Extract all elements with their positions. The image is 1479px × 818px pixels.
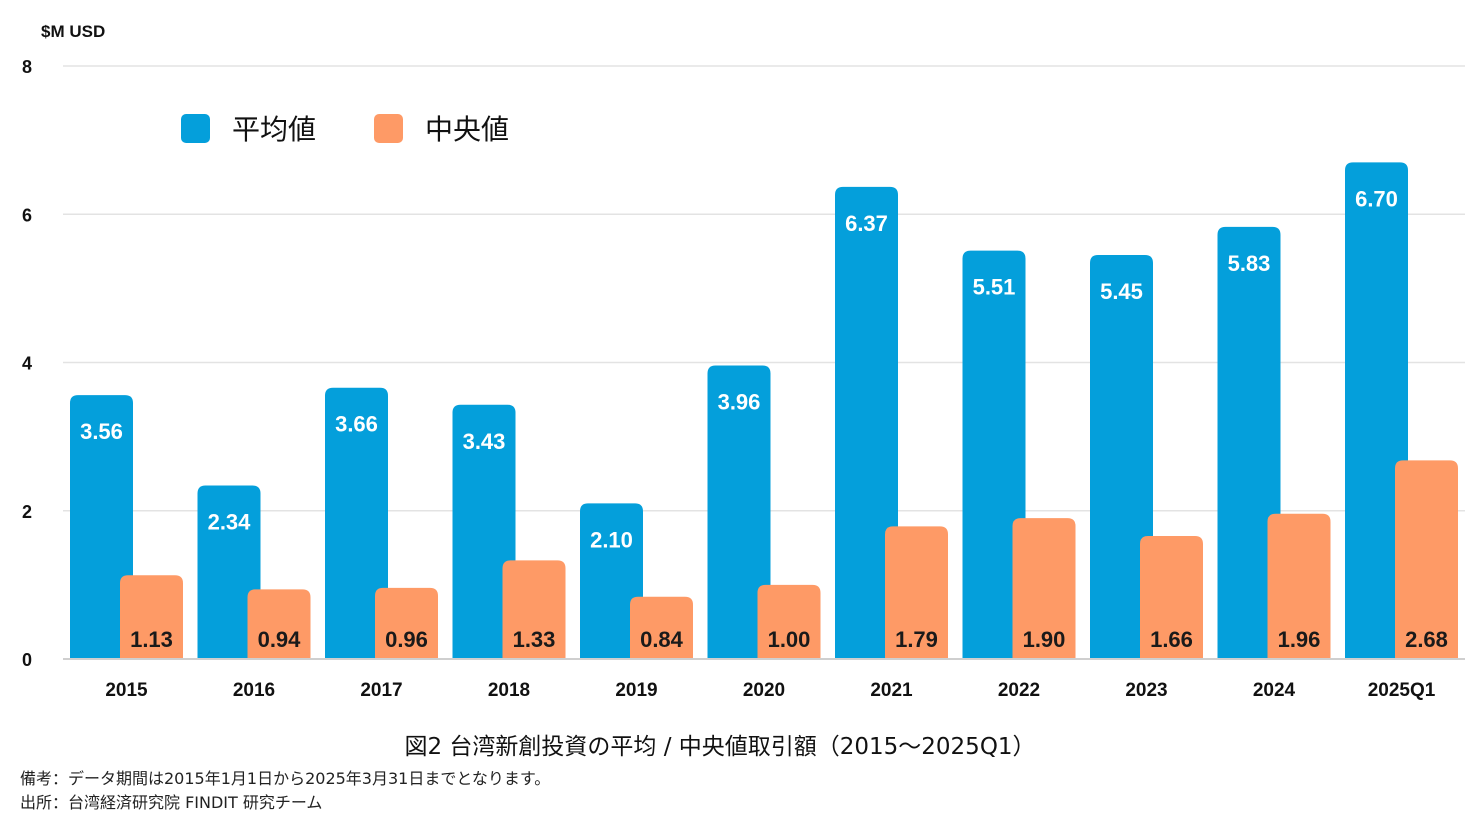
data-label-average: 6.70 [1355, 186, 1398, 211]
bar-median [885, 526, 948, 659]
bar-average [1090, 255, 1153, 660]
legend-label-median: 中央値 [425, 113, 510, 146]
bar-average [1345, 162, 1408, 660]
data-label-median: 1.66 [1150, 627, 1193, 652]
data-label-average: 5.51 [973, 275, 1016, 300]
x-tick-label: 2020 [743, 680, 785, 701]
bar-median [1395, 460, 1458, 659]
bar-median [375, 587, 438, 659]
x-tick-label: 2018 [488, 680, 530, 701]
bar-average [707, 365, 771, 659]
bar-average [962, 250, 1026, 660]
data-label-average: 6.37 [845, 211, 888, 236]
x-tick-label: 2017 [360, 680, 402, 701]
figure-caption: 図2 台湾新創投資の平均 / 中央値取引額（2015～2025Q1） [404, 734, 1036, 760]
data-label-median: 0.84 [640, 627, 684, 652]
legend-label-average: 平均値 [232, 113, 317, 146]
data-label-average: 2.10 [590, 527, 633, 552]
data-label-median: 0.96 [385, 627, 428, 652]
legend-item-average: 平均値 [181, 108, 316, 148]
x-tick-label: 2022 [998, 680, 1040, 701]
data-label-average: 3.96 [718, 389, 761, 414]
data-label-average: 5.45 [1100, 279, 1143, 304]
data-label-average: 5.83 [1228, 251, 1271, 276]
data-label-average: 3.43 [463, 429, 506, 454]
y-tick-label: 8 [22, 57, 32, 77]
y-tick-label: 6 [22, 205, 32, 225]
x-tick-label: 2024 [1253, 680, 1296, 701]
x-tick-label: 2015 [105, 680, 148, 701]
bar-average [452, 404, 516, 659]
legend-item-median: 中央値 [374, 108, 509, 148]
bar-average [70, 395, 133, 659]
bar-median [502, 560, 566, 659]
legend-swatch-median [374, 113, 403, 143]
data-label-average: 3.56 [80, 419, 123, 444]
bar-median [1012, 518, 1076, 659]
bar-average [325, 387, 388, 659]
data-label-median: 1.96 [1278, 627, 1321, 652]
bar-median [120, 575, 183, 659]
data-label-median: 1.33 [513, 627, 556, 652]
x-tick-label: 2023 [1125, 680, 1167, 701]
data-label-average: 3.66 [335, 412, 378, 437]
data-label-average: 2.34 [208, 510, 252, 535]
y-tick-label: 2 [22, 502, 32, 522]
y-tick-label: 0 [22, 650, 32, 670]
bar-average [1217, 226, 1281, 659]
data-label-median: 1.90 [1023, 627, 1066, 652]
bar-median [757, 584, 821, 659]
bar-median [1140, 535, 1203, 659]
data-label-median: 2.68 [1405, 627, 1448, 652]
x-tick-label: 2016 [233, 680, 275, 701]
bar-median [1267, 513, 1331, 659]
y-axis-unit-label: $M USD [41, 22, 106, 41]
bar-average [835, 186, 898, 660]
y-tick-label: 4 [22, 354, 32, 374]
bar-average [580, 503, 643, 659]
legend-swatch-average [181, 113, 210, 143]
data-label-median: 0.94 [258, 627, 302, 652]
x-tick-label: 2025Q1 [1368, 680, 1436, 701]
data-label-median: 1.13 [130, 627, 173, 652]
bar-average [197, 485, 261, 659]
data-label-median: 1.00 [768, 627, 811, 652]
bar-median [247, 589, 311, 659]
bar-median [630, 596, 693, 659]
source-note: 出所：台湾経済研究院 FINDIT 研究チーム [20, 793, 323, 812]
x-tick-label: 2019 [615, 680, 657, 701]
x-tick-label: 2021 [870, 680, 913, 701]
remark-note: 備考：データ期間は2015年1月1日から2025年3月31日までとなります。 [20, 769, 551, 788]
bar-chart: 0 2 4 6 8 3.56 1.13 2015 2.34 0.94 2016 3.66 0.96 201… [22, 57, 1465, 701]
data-label-median: 1.79 [895, 627, 938, 652]
